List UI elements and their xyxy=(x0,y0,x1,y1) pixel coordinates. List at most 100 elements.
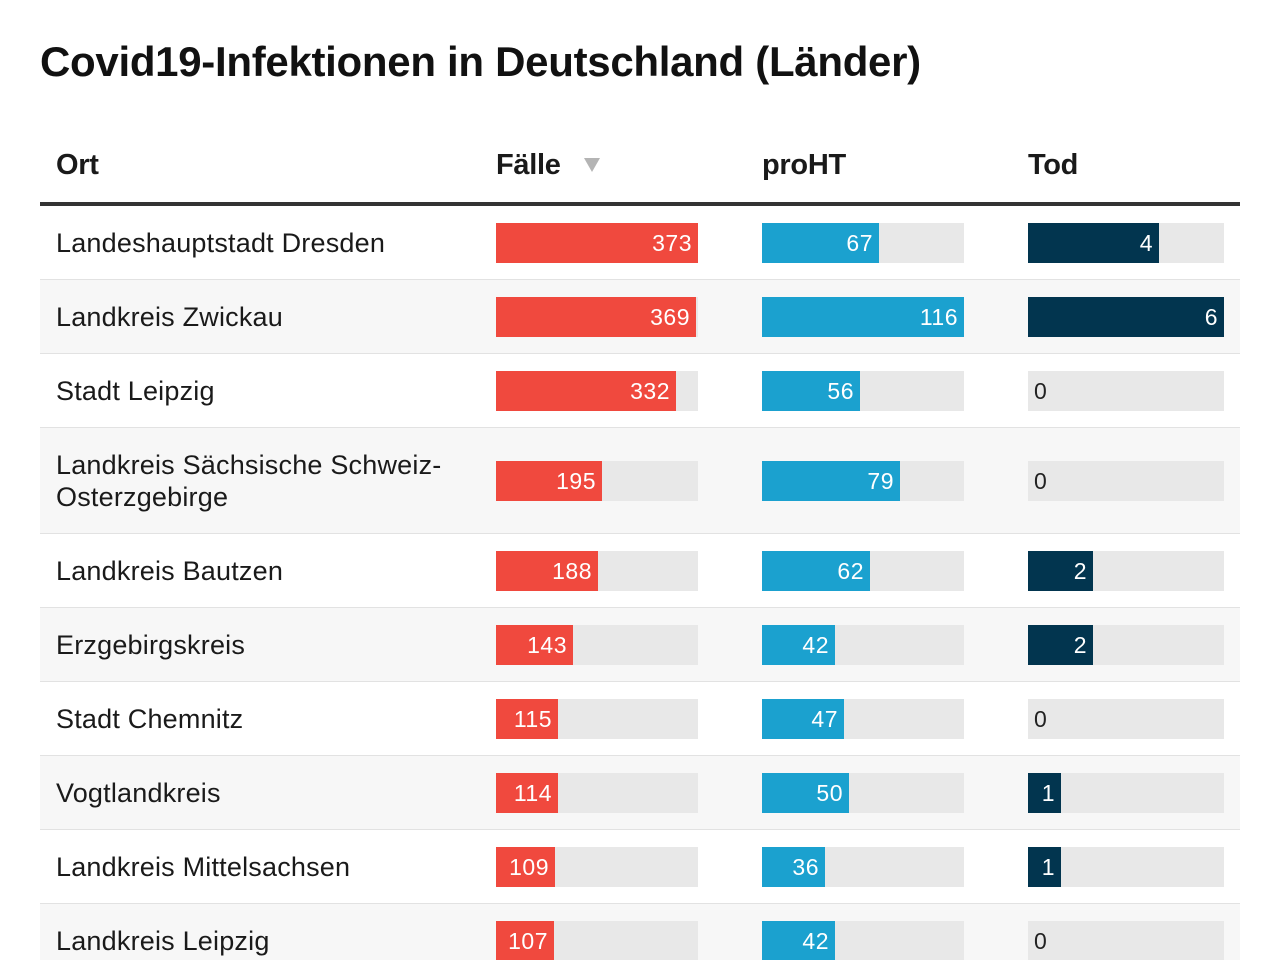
row-ort-label: Erzgebirgskreis xyxy=(56,629,246,660)
faelle-value-label: 188 xyxy=(552,557,592,584)
proht-value-label: 67 xyxy=(846,229,873,256)
proht-value-label: 62 xyxy=(837,557,864,584)
faelle-bar xyxy=(496,370,676,411)
tod-bar-track: 2 xyxy=(1028,550,1224,591)
tod-bar-track: 1 xyxy=(1028,846,1224,887)
proht-bar-track: 79 xyxy=(762,460,964,501)
faelle-bar-track: 188 xyxy=(496,550,698,591)
page-title: Covid19-Infektionen in Deutschland (Länd… xyxy=(40,38,921,85)
column-header-proht[interactable]: proHT xyxy=(762,149,846,181)
tod-value-label: 0 xyxy=(1034,467,1048,494)
column-header-ort[interactable]: Ort xyxy=(56,149,99,181)
tod-bar xyxy=(1028,624,1093,665)
proht-bar xyxy=(762,460,900,501)
column-header-tod[interactable]: Tod xyxy=(1028,149,1079,181)
table-header: Ort Fälle proHT Tod xyxy=(40,128,1240,206)
faelle-bar-track: 114 xyxy=(496,772,698,813)
tod-bar-track: 0 xyxy=(1028,460,1224,501)
table-row: Landeshauptstadt Dresden 373 67 4 xyxy=(40,206,1240,280)
faelle-bar xyxy=(496,920,554,960)
tod-value-label: 0 xyxy=(1034,705,1048,732)
proht-bar-track: 56 xyxy=(762,370,964,411)
table-row: Stadt Chemnitz 115 47 0 xyxy=(40,682,1240,756)
table-row: Landkreis Leipzig 107 42 0 xyxy=(40,904,1240,960)
proht-value-label: 47 xyxy=(811,705,838,732)
faelle-bar-track: 107 xyxy=(496,920,698,960)
faelle-value-label: 332 xyxy=(630,377,670,404)
faelle-bar xyxy=(496,772,558,813)
row-ort-label: Landkreis Leipzig xyxy=(56,925,270,956)
tod-bar-track: 4 xyxy=(1028,222,1224,263)
tod-bar xyxy=(1028,846,1061,887)
proht-bar xyxy=(762,772,849,813)
proht-bar xyxy=(762,296,964,337)
tod-value-label: 4 xyxy=(1139,229,1153,256)
proht-bar-track: 42 xyxy=(762,624,964,665)
tod-value-label: 1 xyxy=(1041,853,1055,880)
tod-value-label: 0 xyxy=(1034,927,1048,954)
tod-bar-track: 0 xyxy=(1028,370,1224,411)
proht-value-label: 79 xyxy=(867,467,894,494)
proht-value-label: 50 xyxy=(816,779,843,806)
table-row: Landkreis Mittelsachsen 109 36 1 xyxy=(40,830,1240,904)
row-ort-label: Vogtlandkreis xyxy=(56,777,221,808)
proht-value-label: 36 xyxy=(792,853,819,880)
faelle-bar xyxy=(496,550,598,591)
table-row: Landkreis Sächsische Schweiz-Osterzgebir… xyxy=(40,428,1240,534)
tod-bar xyxy=(1028,296,1224,337)
proht-bar-track: 42 xyxy=(762,920,964,960)
faelle-bar xyxy=(496,460,602,501)
proht-value-label: 56 xyxy=(827,377,854,404)
proht-bar-track: 47 xyxy=(762,698,964,739)
faelle-value-label: 369 xyxy=(650,303,690,330)
proht-value-label: 42 xyxy=(802,631,829,658)
tod-value-label: 2 xyxy=(1073,557,1087,584)
data-table: Ort Fälle proHT Tod Landeshauptstadt Dre… xyxy=(40,128,1240,960)
faelle-value-label: 115 xyxy=(513,705,552,732)
tod-bar xyxy=(1028,222,1159,263)
faelle-bar xyxy=(496,296,696,337)
proht-bar xyxy=(762,920,835,960)
triangle-down-icon[interactable] xyxy=(584,158,600,172)
column-header-faelle[interactable]: Fälle xyxy=(496,149,561,181)
faelle-bar-track: 373 xyxy=(496,222,698,263)
tod-value-label: 1 xyxy=(1041,779,1055,806)
proht-bar xyxy=(762,624,835,665)
faelle-bar-track: 115 xyxy=(496,698,698,739)
proht-bar-track: 116 xyxy=(762,296,964,337)
proht-bar xyxy=(762,550,870,591)
tod-bar-track: 2 xyxy=(1028,624,1224,665)
row-ort-label: Stadt Chemnitz xyxy=(56,703,244,734)
faelle-value-label: 195 xyxy=(556,467,596,494)
table-row: Erzgebirgskreis 143 42 2 xyxy=(40,608,1240,682)
proht-bar xyxy=(762,698,844,739)
tod-bar-track: 0 xyxy=(1028,698,1224,739)
table-row: Vogtlandkreis 114 50 1 xyxy=(40,756,1240,830)
proht-bar-track: 67 xyxy=(762,222,964,263)
proht-value-label: 42 xyxy=(802,927,829,954)
row-ort-label: Stadt Leipzig xyxy=(56,375,215,406)
proht-bar xyxy=(762,846,825,887)
table-row: Stadt Leipzig 332 56 0 xyxy=(40,354,1240,428)
faelle-bar xyxy=(496,846,555,887)
tod-bar xyxy=(1028,550,1093,591)
table-row: Landkreis Bautzen 188 62 2 xyxy=(40,534,1240,608)
faelle-bar xyxy=(496,698,558,739)
faelle-value-label: 114 xyxy=(513,779,552,806)
tod-bar-track: 0 xyxy=(1028,920,1224,960)
row-ort-label: Landkreis Zwickau xyxy=(56,301,283,332)
faelle-value-label: 109 xyxy=(509,853,549,880)
faelle-bar xyxy=(496,222,698,263)
proht-bar-track: 50 xyxy=(762,772,964,813)
tod-value-label: 6 xyxy=(1204,303,1218,330)
table-row: Landkreis Zwickau 369 116 6 xyxy=(40,280,1240,354)
row-ort-label: Landeshauptstadt Dresden xyxy=(56,227,386,258)
tod-bar-track: 1 xyxy=(1028,772,1224,813)
faelle-value-label: 107 xyxy=(508,927,548,954)
faelle-bar-track: 143 xyxy=(496,624,698,665)
proht-value-label: 116 xyxy=(919,303,958,330)
tod-value-label: 0 xyxy=(1034,377,1048,404)
proht-bar xyxy=(762,370,860,411)
table-body: Landeshauptstadt Dresden 373 67 4 Landkreis … xyxy=(40,206,1240,960)
